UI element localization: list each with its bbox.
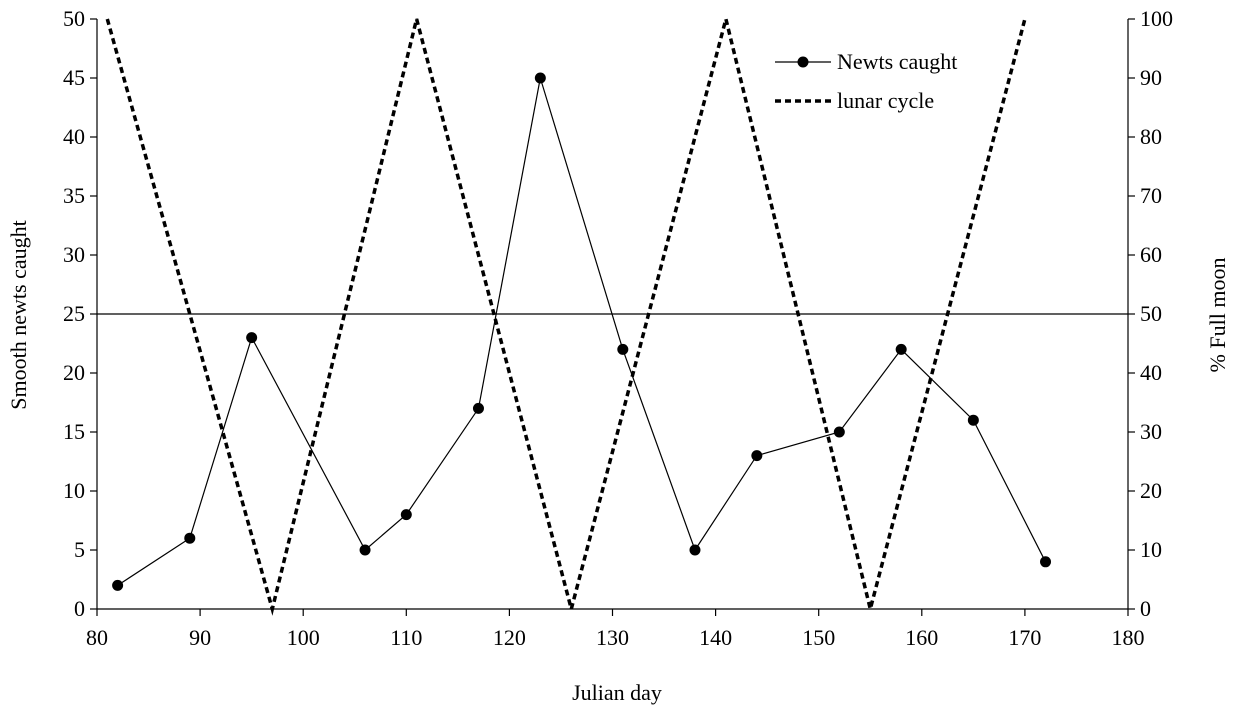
x-tick-label: 110 — [390, 625, 422, 650]
newts-caught-point — [895, 343, 907, 355]
y-right-tick-label: 80 — [1140, 124, 1162, 149]
lunar-cycle-line — [105, 18, 1027, 616]
y-right-tick-label: 100 — [1140, 6, 1173, 31]
x-tick-label: 120 — [493, 625, 526, 650]
legend-newts-label: Newts caught — [837, 49, 957, 74]
y-left-tick-label: 50 — [63, 6, 85, 31]
y-left-tick-label: 20 — [63, 360, 85, 385]
y-left-tick-label: 30 — [63, 242, 85, 267]
y-left-tick-label: 35 — [63, 183, 85, 208]
y-left-tick-label: 5 — [74, 537, 85, 562]
y-left-tick-label: 45 — [63, 65, 85, 90]
x-tick-label: 90 — [189, 625, 211, 650]
newts-caught-line — [117, 77, 1047, 586]
newts-caught-point — [617, 343, 629, 355]
x-axis-title: Julian day — [572, 680, 662, 705]
x-tick-label: 140 — [699, 625, 732, 650]
newts-caught-point — [689, 544, 701, 556]
y-right-tick-label: 70 — [1140, 183, 1162, 208]
x-tick-label: 160 — [905, 625, 938, 650]
y-left-tick-label: 0 — [74, 596, 85, 621]
newts-caught-point — [400, 509, 412, 521]
newts-caught-point — [833, 426, 845, 438]
newts-caught-point — [1040, 556, 1052, 568]
newts-caught-point — [112, 579, 124, 591]
x-tick-label: 170 — [1008, 625, 1041, 650]
y-left-tick-label: 15 — [63, 419, 85, 444]
y-right-tick-label: 90 — [1140, 65, 1162, 90]
y-left-tick-label: 10 — [63, 478, 85, 503]
newts-caught-point — [534, 72, 546, 84]
y-axis-left-title: Smooth newts caught — [6, 220, 31, 409]
y-right-tick-label: 10 — [1140, 537, 1162, 562]
series-layer — [105, 18, 1052, 616]
y-right-tick-label: 0 — [1140, 596, 1151, 621]
axes: 80 90 100 110 120 130 140 150 160 170 180051015202… — [63, 6, 1173, 650]
y-axis-right-title: % Full moon — [1205, 258, 1230, 373]
newts-caught-point — [184, 532, 196, 544]
legend-lunar-label: lunar cycle — [837, 88, 934, 113]
newts-caught-point — [246, 332, 258, 344]
newts-caught-point — [751, 450, 763, 462]
legend: Newts caught lunar cycle — [775, 49, 957, 113]
y-right-tick-label: 40 — [1140, 360, 1162, 385]
y-right-tick-label: 20 — [1140, 478, 1162, 503]
newts-caught-point — [472, 402, 484, 414]
newts-caught-point — [967, 414, 979, 426]
newts-caught-point — [359, 544, 371, 556]
y-right-tick-label: 50 — [1140, 301, 1162, 326]
x-tick-label: 130 — [596, 625, 629, 650]
x-tick-label: 180 — [1112, 625, 1145, 650]
x-tick-label: 80 — [86, 625, 108, 650]
legend-newts-swatch-marker — [797, 56, 809, 68]
y-left-tick-label: 25 — [63, 301, 85, 326]
x-tick-label: 150 — [802, 625, 835, 650]
y-right-tick-label: 60 — [1140, 242, 1162, 267]
x-tick-label: 100 — [287, 625, 320, 650]
y-left-tick-label: 40 — [63, 124, 85, 149]
y-right-tick-label: 30 — [1140, 419, 1162, 444]
